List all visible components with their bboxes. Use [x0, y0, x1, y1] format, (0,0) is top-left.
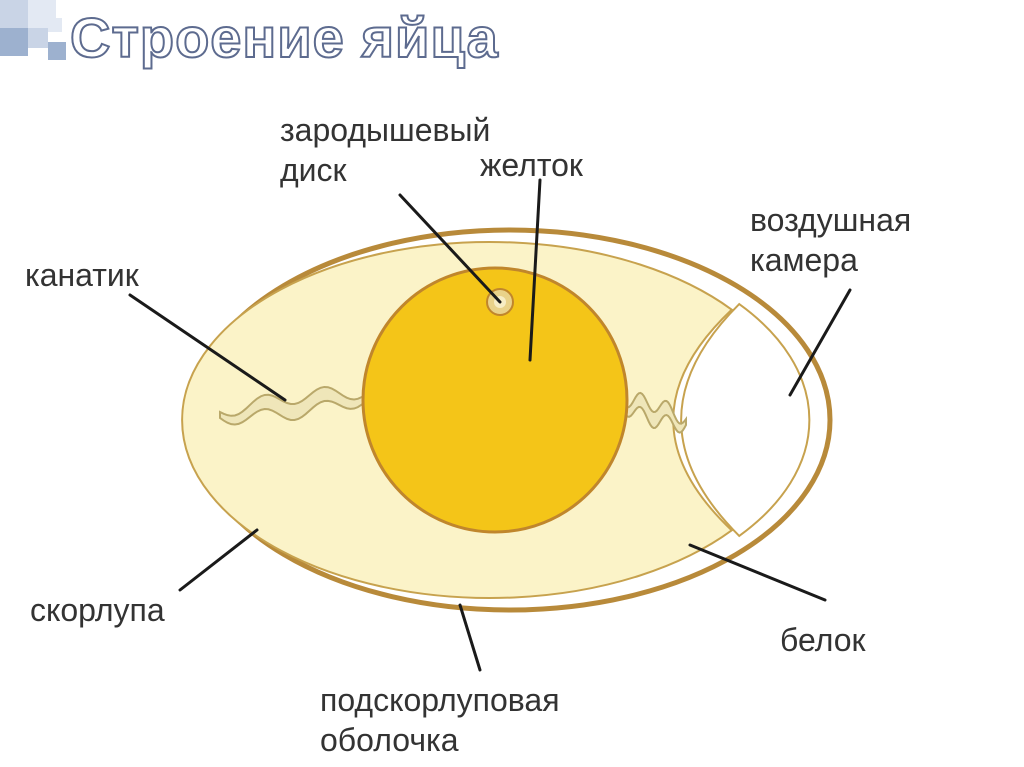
label-chalaza: канатик — [25, 255, 139, 295]
labels-layer: зародышевый диск желток воздушная камера… — [0, 0, 1024, 767]
label-shell: скорлупа — [30, 590, 165, 630]
label-membrane: подскорлуповая оболочка — [320, 680, 560, 760]
label-air-cell: воздушная камера — [750, 200, 911, 280]
stage: Строение яйца зародышевый диск желток во… — [0, 0, 1024, 767]
label-germinal-disc: зародышевый диск — [280, 110, 490, 190]
label-yolk: желток — [480, 145, 583, 185]
label-albumen: белок — [780, 620, 866, 660]
